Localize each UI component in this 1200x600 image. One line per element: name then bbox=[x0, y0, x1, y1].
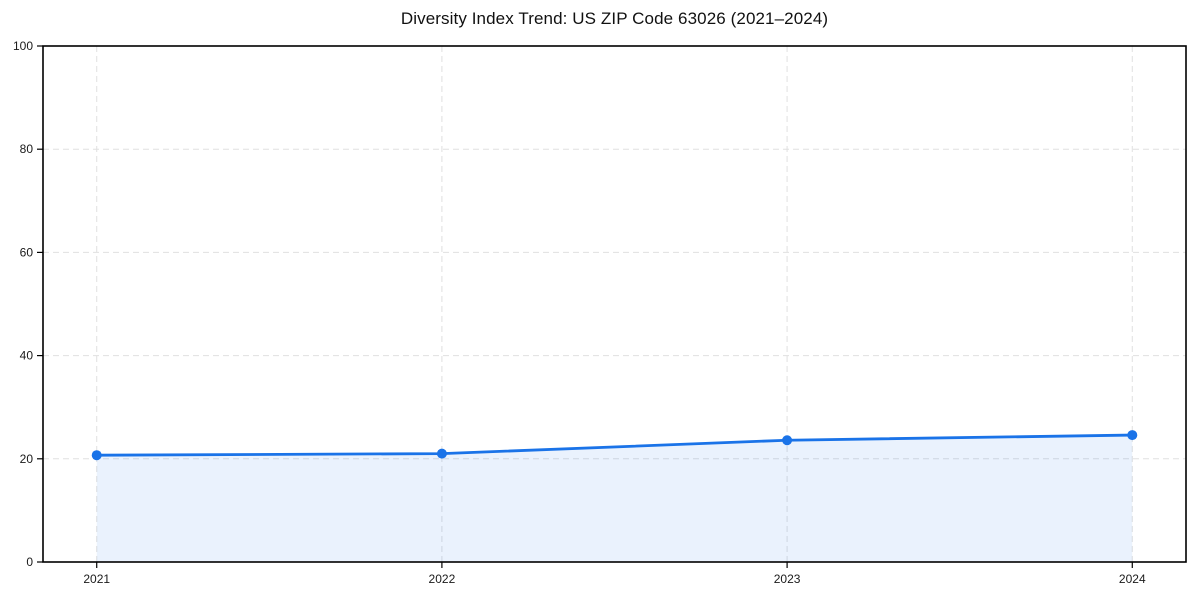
data-point-2023 bbox=[782, 435, 793, 446]
x-tick-label: 2021 bbox=[83, 572, 110, 586]
x-tick-label: 2024 bbox=[1119, 572, 1146, 586]
y-tick-label: 60 bbox=[20, 245, 34, 259]
trend-line bbox=[95, 433, 1134, 457]
data-point-2022 bbox=[436, 448, 447, 459]
y-tick-label: 100 bbox=[13, 39, 33, 53]
y-tick-label: 80 bbox=[20, 142, 34, 156]
data-point-2024 bbox=[1127, 430, 1138, 441]
y-tick-label: 20 bbox=[20, 452, 34, 466]
x-tick-label: 2023 bbox=[774, 572, 801, 586]
plot-border bbox=[42, 45, 1187, 563]
data-point-2021 bbox=[91, 450, 102, 461]
x-tick-label: 2022 bbox=[429, 572, 456, 586]
chart-title: Diversity Index Trend: US ZIP Code 63026… bbox=[400, 9, 829, 28]
y-tick-label: 0 bbox=[26, 555, 33, 569]
y-tick-label: 40 bbox=[20, 349, 34, 363]
area-fill bbox=[96, 435, 1133, 562]
